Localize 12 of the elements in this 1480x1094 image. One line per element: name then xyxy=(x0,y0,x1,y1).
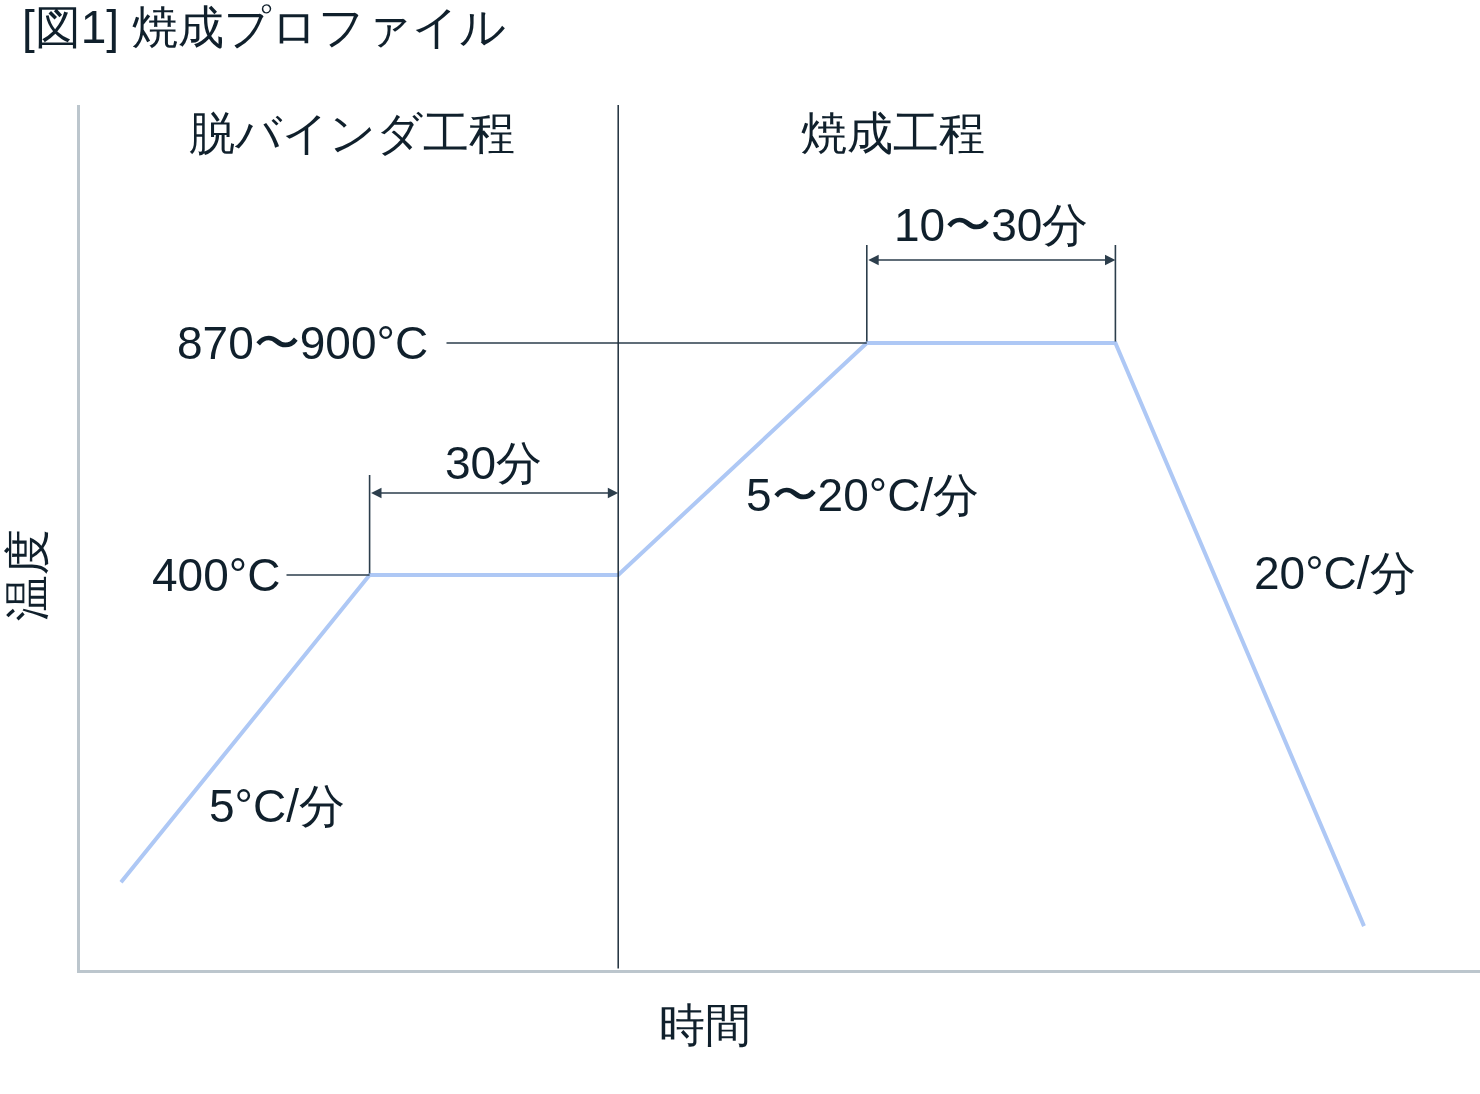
annotation: 20°C/分 xyxy=(1254,547,1416,599)
chart-title: [図1] 焼成プロファイル xyxy=(22,1,506,54)
text: 脱バインダ工程 xyxy=(189,107,515,159)
text: 焼成工程 xyxy=(801,107,985,159)
x-axis-title: 時間 xyxy=(659,999,751,1051)
annotation: 30分 xyxy=(445,437,543,489)
annotation: 870〜900°C xyxy=(177,317,429,369)
y-axis-title: 温度 xyxy=(1,529,53,621)
annotation: 400°C xyxy=(152,549,281,601)
annotation: 5〜20°C/分 xyxy=(746,469,980,521)
text: 10〜30分 xyxy=(894,199,1089,251)
annotation: 5°C/分 xyxy=(209,780,345,832)
